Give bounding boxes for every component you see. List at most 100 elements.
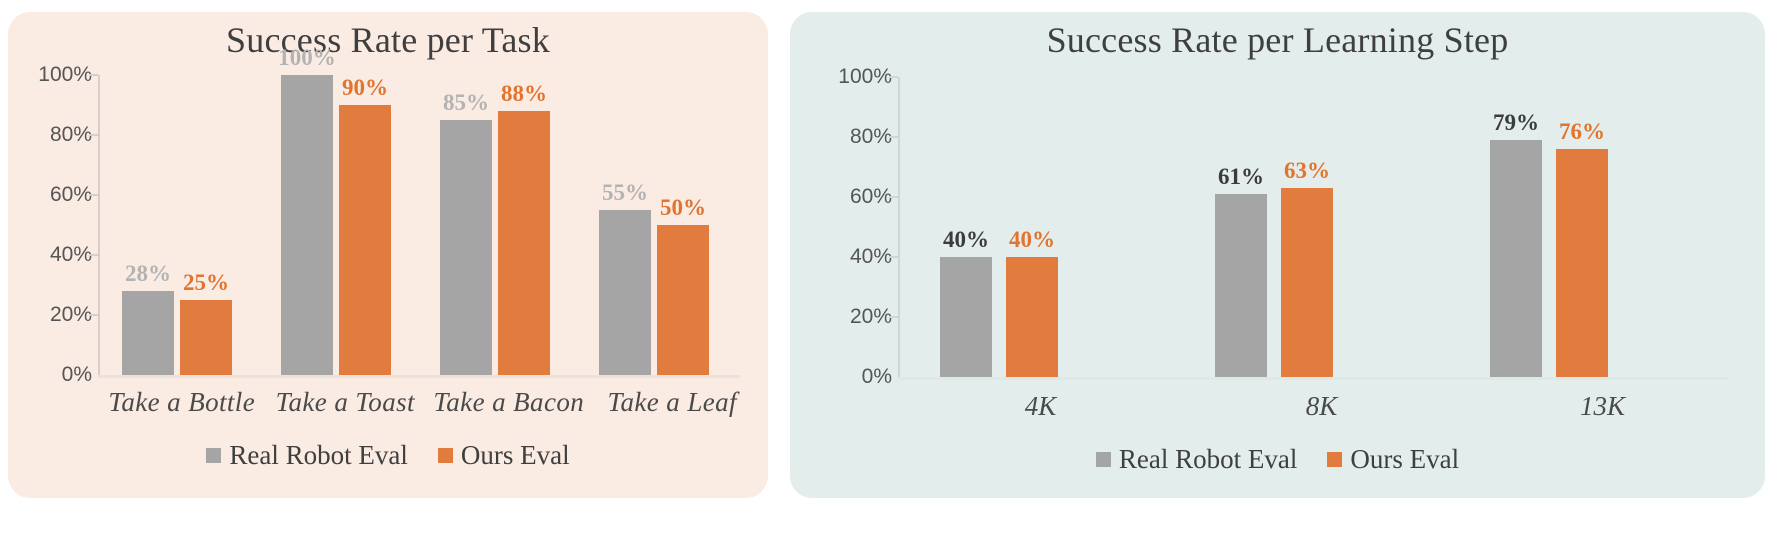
y-tick-label: 40%	[849, 245, 892, 269]
bar-slot: 25%	[180, 75, 232, 376]
x-axis-labels-right: 4K 8K 13K	[900, 391, 1743, 422]
bar-slot: 76%	[1556, 77, 1608, 378]
y-tick-mark	[889, 196, 898, 199]
bar-real-robot-eval[interactable]	[440, 120, 492, 376]
bar-slot: 79%	[1490, 77, 1542, 378]
bar-group: 40% 40%	[900, 77, 1175, 378]
plot-area-left: 0% 20% 40% 60% 80% 100% 28% 25% 100% 90% 85% 88% 55…	[8, 46, 750, 386]
bar-ours-eval[interactable]	[1006, 257, 1058, 378]
y-tick-mark	[889, 316, 898, 319]
page-title-right: Success Rate per Learning Step	[1046, 20, 1509, 60]
legend-swatch-icon	[1327, 452, 1343, 468]
page-title-left: Success Rate per Task	[226, 20, 550, 60]
legend-item[interactable]: Ours Eval	[1327, 444, 1459, 475]
bar-value-label: 50%	[660, 195, 706, 221]
y-axis-line-right	[898, 77, 900, 378]
legend-label: Ours Eval	[1350, 444, 1460, 475]
bar-group: 28% 25%	[100, 75, 259, 376]
bar-group: 100% 90%	[259, 46, 418, 376]
bar-value-label: 28%	[125, 261, 171, 287]
y-tick-label: 80%	[849, 125, 892, 149]
bar-value-label: 100%	[278, 45, 336, 71]
bar-value-label: 63%	[1284, 158, 1330, 184]
legend-label: Ours Eval	[460, 440, 570, 471]
bar-slot: 55%	[599, 75, 651, 376]
bar-slot: 28%	[122, 75, 174, 376]
bar-group: 55% 50%	[577, 75, 736, 376]
bar-value-label: 40%	[1009, 227, 1055, 253]
legend-left: Real Robot Eval Ours Eval	[8, 440, 768, 471]
y-tick-mark	[89, 254, 98, 257]
y-tick-mark	[89, 134, 98, 137]
bar-slot: 61%	[1215, 77, 1267, 378]
bar-ours-eval[interactable]	[657, 225, 709, 376]
chart-panel-success-rate-per-learning-step: Success Rate per Learning Step 0% 20% 40% 6…	[790, 12, 1765, 498]
legend-label: Real Robot Eval	[229, 440, 408, 471]
y-tick-mark	[89, 194, 98, 197]
bar-slot: 85%	[440, 75, 492, 376]
bar-ours-eval[interactable]	[1556, 149, 1608, 378]
y-tick-label: 60%	[49, 183, 92, 207]
y-tick-label: 80%	[49, 123, 92, 147]
bar-slot: 88%	[498, 75, 550, 376]
x-axis-category-label: Take a Leaf	[607, 387, 737, 418]
bar-slot: 50%	[657, 75, 709, 376]
x-axis-category-label: 4K	[1024, 391, 1057, 422]
x-axis-category-label: 13K	[1579, 391, 1625, 422]
legend-right: Real Robot Eval Ours Eval	[790, 444, 1765, 475]
legend-swatch-icon	[437, 448, 453, 464]
legend-label: Real Robot Eval	[1118, 444, 1298, 475]
bar-slot: 40%	[940, 77, 992, 378]
bar-real-robot-eval[interactable]	[1490, 140, 1542, 378]
legend-swatch-icon	[1095, 452, 1111, 468]
bar-ours-eval[interactable]	[339, 105, 391, 376]
bar-value-label: 40%	[943, 227, 989, 253]
legend-swatch-icon	[206, 448, 222, 464]
y-tick-mark	[89, 314, 98, 317]
y-tick-mark	[889, 136, 898, 139]
x-axis-baseline-left	[98, 375, 740, 379]
y-tick-label: 100%	[38, 63, 92, 87]
bar-ours-eval[interactable]	[1281, 188, 1333, 378]
bar-real-robot-eval[interactable]	[1215, 194, 1267, 378]
bar-groups-right: 40% 40% 61% 63% 79% 76%	[900, 77, 1725, 378]
y-tick-label: 40%	[49, 243, 92, 267]
bar-slot: 100%	[278, 46, 336, 376]
bar-value-label: 76%	[1559, 119, 1605, 145]
bar-real-robot-eval[interactable]	[281, 75, 333, 376]
y-tick-label: 0%	[61, 363, 92, 387]
bar-value-label: 85%	[443, 90, 489, 116]
bar-real-robot-eval[interactable]	[122, 291, 174, 376]
chart-panel-success-rate-per-task: Success Rate per Task 0% 20% 40% 60% 80% 100%…	[8, 12, 768, 498]
x-axis-category-label: Take a Bacon	[433, 387, 585, 418]
y-axis-line-left	[98, 75, 100, 376]
bar-value-label: 88%	[501, 81, 547, 107]
legend-item[interactable]: Ours Eval	[437, 440, 570, 471]
x-axis-category-label: Take a Toast	[275, 387, 415, 418]
bar-ours-eval[interactable]	[498, 111, 550, 376]
bar-value-label: 79%	[1493, 110, 1539, 136]
y-axis-labels-left: 0% 20% 40% 60% 80% 100%	[8, 63, 92, 386]
x-axis-baseline-right	[898, 377, 1729, 381]
y-tick-label: 0%	[861, 365, 892, 389]
legend-item[interactable]: Real Robot Eval	[206, 440, 408, 471]
bar-slot: 63%	[1281, 77, 1333, 378]
bar-real-robot-eval[interactable]	[940, 257, 992, 378]
x-axis-category-label: Take a Bottle	[108, 387, 256, 418]
bar-slot: 90%	[339, 75, 391, 376]
axis-area-left: 28% 25% 100% 90% 85% 88% 55% 50%	[89, 46, 740, 379]
bar-group: 85% 88%	[418, 75, 577, 376]
bar-value-label: 55%	[602, 180, 648, 206]
y-tick-mark	[889, 256, 898, 259]
bar-value-label: 90%	[342, 75, 388, 101]
bar-group: 61% 63%	[1175, 77, 1450, 378]
bar-ours-eval[interactable]	[180, 300, 232, 376]
bar-slot: 40%	[1006, 77, 1058, 378]
bar-real-robot-eval[interactable]	[599, 210, 651, 376]
y-axis-labels-right: 0% 20% 40% 60% 80% 100%	[808, 65, 892, 388]
legend-item[interactable]: Real Robot Eval	[1095, 444, 1298, 475]
y-tick-mark	[89, 74, 98, 77]
y-tick-label: 60%	[849, 185, 892, 209]
axis-area-right: 40% 40% 61% 63% 79% 76%	[889, 76, 1729, 381]
y-tick-label: 20%	[849, 305, 892, 329]
